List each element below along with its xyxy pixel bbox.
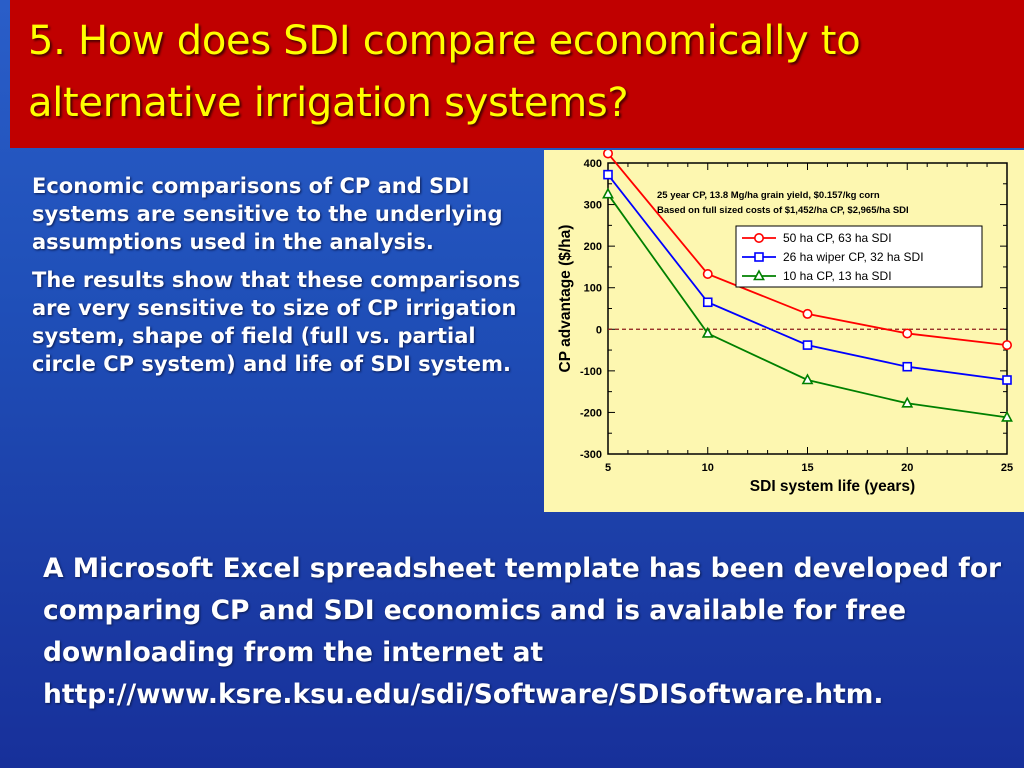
y-tick-label: 400 <box>584 158 602 170</box>
data-point-s3-2 <box>701 326 714 338</box>
legend-box <box>735 225 983 288</box>
legend-marker-1 <box>754 233 765 244</box>
legend-marker-2 <box>754 252 764 262</box>
x-tick-label: 20 <box>901 462 913 474</box>
y-tick-label: -300 <box>580 449 602 461</box>
paragraph-1: Economic comparisons of CP and SDI syste… <box>32 174 503 254</box>
y-axis-label: CP advantage ($/ha) <box>557 225 574 373</box>
annotation-1: 25 year CP, 13.8 Mg/ha grain yield, $0.1… <box>657 190 880 201</box>
x-tick-label: 25 <box>1001 462 1013 474</box>
slide-title: 5. How does SDI compare economically to … <box>28 18 861 126</box>
footer-text: A Microsoft Excel spreadsheet template h… <box>43 553 1002 710</box>
y-tick-label: -100 <box>580 366 602 378</box>
data-point-s2-4 <box>902 361 913 372</box>
legend-marker-3 <box>753 269 765 281</box>
y-tick-label: 100 <box>584 283 602 295</box>
legend-label-1: 50 ha CP, 63 ha SDI <box>783 231 892 245</box>
data-point-s1-2 <box>702 268 713 279</box>
data-point-s1-3 <box>802 308 813 319</box>
y-tick-label: 300 <box>584 200 602 212</box>
legend-label-2: 26 ha wiper CP, 32 ha SDI <box>783 250 924 264</box>
x-axis-label: SDI system life (years) <box>750 478 915 495</box>
body-text: Economic comparisons of CP and SDI syste… <box>32 172 522 388</box>
y-tick-label: 200 <box>584 241 602 253</box>
data-point-s3-3 <box>801 373 814 385</box>
legend-label-3: 10 ha CP, 13 ha SDI <box>783 269 892 283</box>
data-point-s2-1 <box>603 169 613 180</box>
y-tick-label: -200 <box>580 407 602 419</box>
data-point-s3-4 <box>901 396 914 408</box>
data-point-s2-5 <box>1002 375 1012 385</box>
x-tick-label: 15 <box>801 462 813 474</box>
paragraph-2: The results show that these comparisons … <box>32 268 521 376</box>
data-point-s2-2 <box>702 297 713 308</box>
data-point-s3-1 <box>602 187 614 199</box>
data-point-s2-3 <box>802 340 813 350</box>
x-tick-label: 10 <box>702 462 714 474</box>
chart-panel: 400 300 200 100 0 -100 -200 -300 5 10 15 20 25 SDI sy… <box>544 150 1024 512</box>
annotation-2: Based on full sized costs of $1,452/ha C… <box>657 205 909 216</box>
data-point-s3-5 <box>1001 410 1013 422</box>
y-tick-label: 0 <box>596 324 602 336</box>
x-tick-label: 5 <box>605 462 611 474</box>
data-point-s1-5 <box>1001 340 1012 351</box>
data-point-s1-1 <box>603 150 613 159</box>
title-bar: 5. How does SDI compare economically to … <box>10 0 1024 148</box>
data-point-s1-4 <box>902 328 913 339</box>
